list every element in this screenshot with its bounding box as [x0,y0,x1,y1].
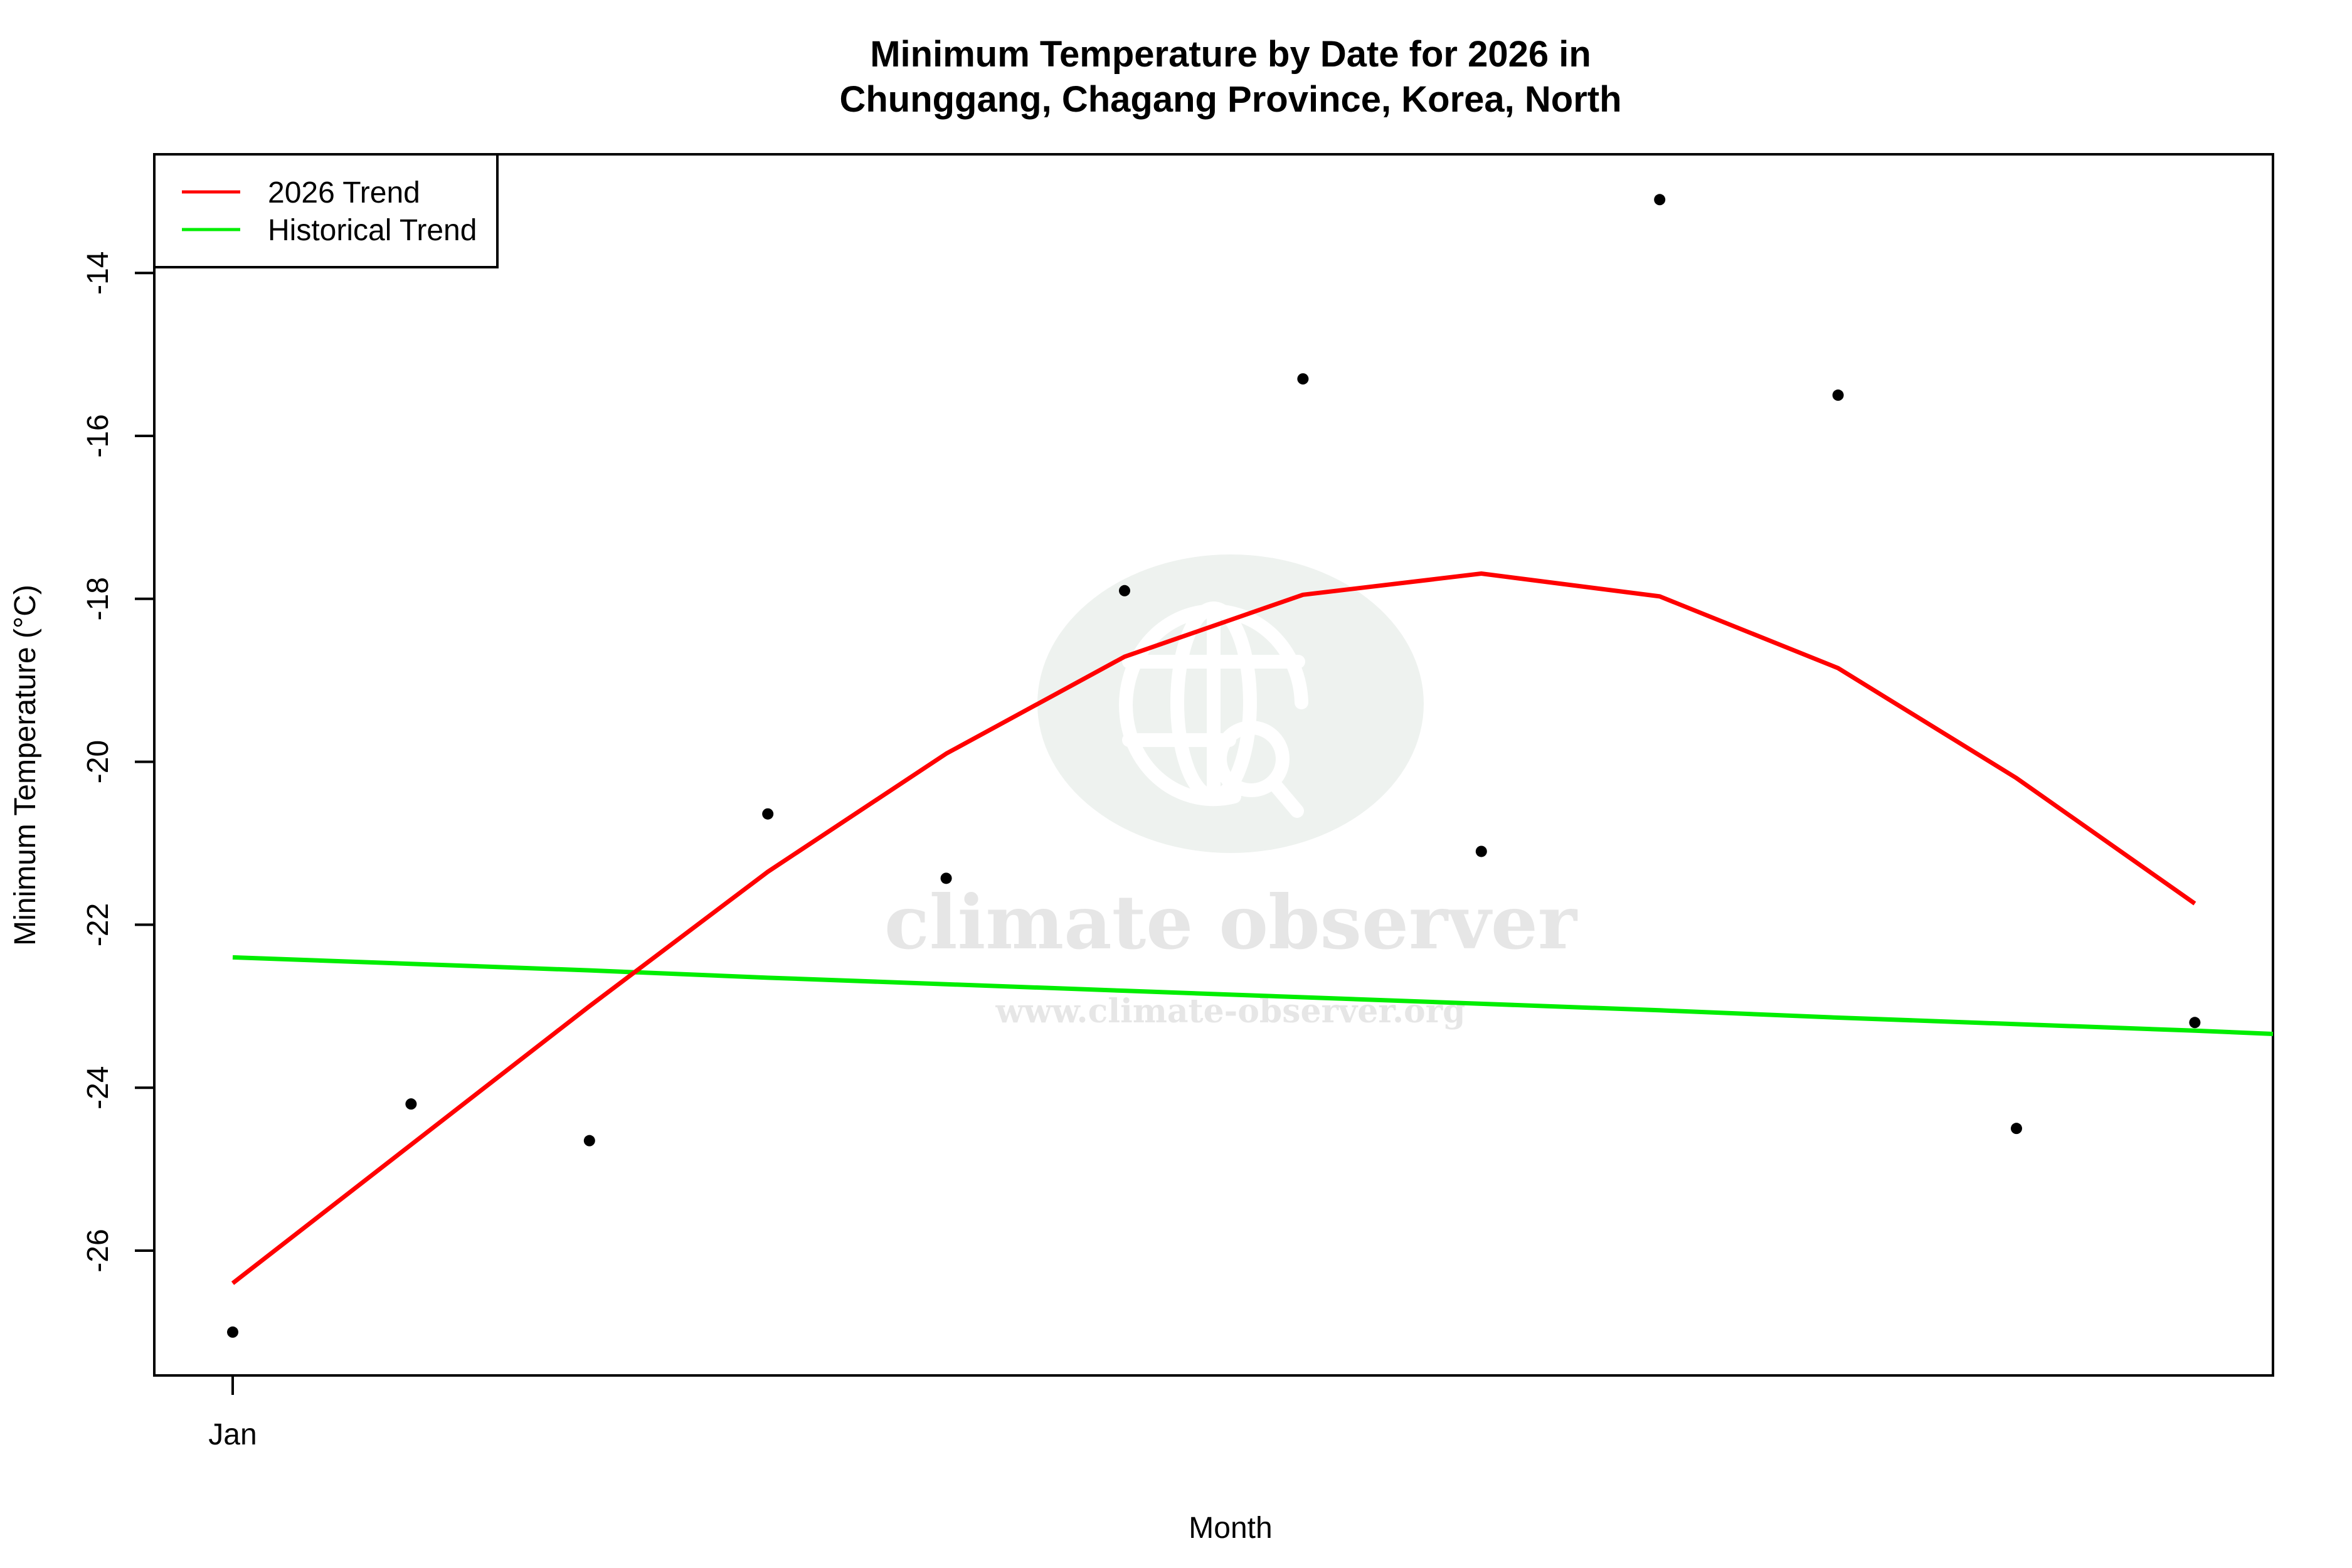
trend-2026-line [231,571,2196,1285]
watermark: climate observer www.climate-observer.or… [884,554,1578,1030]
y-tick-label: -20 [82,740,115,783]
data-point [1475,845,1487,857]
data-point [583,1135,595,1147]
x-tick-label: Jan [208,1418,257,1451]
y-tick-label: -14 [82,252,115,295]
y-axis: -26 -24 -22 -20 -18 -16 -14 [82,252,154,1273]
data-point [1119,585,1130,596]
data-point [1832,389,1844,401]
legend-label-historical: Historical Trend [268,214,477,247]
y-tick-label: -16 [82,414,115,457]
data-point [227,1326,238,1338]
x-axis: Jan [208,1375,257,1451]
y-tick-label: -24 [82,1066,115,1110]
chart-title-line-2: Chunggang, Chagang Province, Korea, Nort… [839,79,1621,120]
y-tick-label: -22 [82,903,115,946]
x-axis-label: Month [1189,1512,1272,1545]
legend-box [153,153,499,268]
data-point [2189,1017,2201,1029]
y-tick-label: -26 [82,1229,115,1272]
data-point [762,808,774,820]
data-point [405,1098,417,1110]
watermark-badge [1037,554,1424,853]
data-point [1654,194,1666,206]
y-axis-label: Minimum Temperature (°C) [9,585,42,946]
legend: 2026 Trend Historical Trend [153,153,499,268]
legend-label-trend-2026: 2026 Trend [268,176,420,209]
data-point [1297,373,1309,385]
y-tick-label: -18 [82,577,115,620]
watermark-brand: climate observer [884,879,1578,966]
historical-trend-line [232,955,2274,1036]
watermark-url: www.climate-observer.org [995,992,1466,1030]
plot-area [153,153,2274,1377]
chart-title-line-1: Minimum Temperature by Date for 2026 in [870,34,1591,75]
observed-points [227,194,2201,1338]
data-point [940,872,952,884]
data-point [2011,1123,2022,1135]
